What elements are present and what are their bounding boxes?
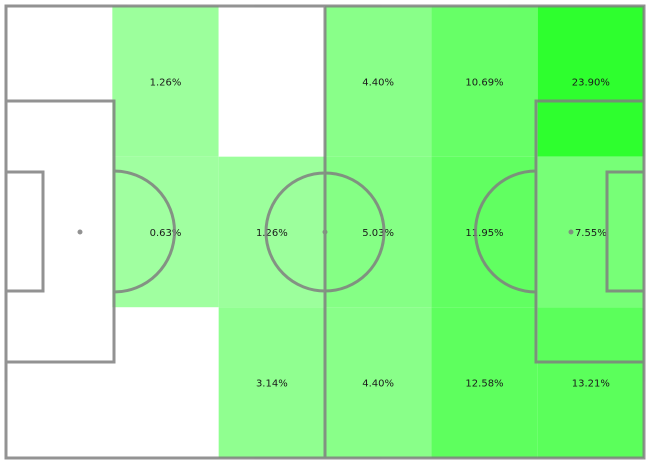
zone-cell: [537, 156, 644, 308]
zone-cell: [112, 6, 219, 157]
zone-cell: [431, 156, 538, 308]
zone-cell: [6, 307, 113, 458]
zone-cells: [6, 6, 644, 458]
zone-value-label: 0.63%: [150, 228, 182, 239]
zone-cell: [218, 156, 325, 308]
zone-cell: [112, 156, 219, 308]
zone-value-label: 4.40%: [362, 379, 394, 390]
zone-value-label: 10.69%: [465, 77, 503, 88]
zone-value-label: 4.40%: [362, 77, 394, 88]
zone-value-label: 13.21%: [572, 379, 610, 390]
centre-spot: [322, 229, 328, 235]
zone-cell: [537, 307, 644, 458]
right-goal-area: [605, 170, 646, 293]
zone-cell: [218, 307, 325, 458]
left-penalty-arc: [113, 169, 176, 294]
left-penalty-spot: [77, 229, 83, 235]
zone-value-label: 5.03%: [362, 228, 394, 239]
zone-cell: [325, 6, 432, 157]
zone-value-label: 11.95%: [465, 228, 503, 239]
zone-cell: [431, 6, 538, 157]
right-penalty-spot: [568, 229, 574, 235]
zone-value-label: 1.26%: [150, 77, 182, 88]
zone-cell: [431, 307, 538, 458]
zone-cell: [325, 156, 432, 308]
zone-cell: [537, 6, 644, 157]
zone-value-label: 7.55%: [575, 228, 607, 239]
zone-value-label: 12.58%: [465, 379, 503, 390]
pitch-markings: [4, 4, 646, 460]
zone-cell: [6, 156, 113, 308]
zone-cell: [6, 6, 113, 157]
zone-cell: [218, 6, 325, 157]
zone-value-label: 3.14%: [256, 379, 288, 390]
zone-value-label: 1.26%: [256, 228, 288, 239]
centre-circle: [264, 171, 386, 293]
zone-value-label: 23.90%: [572, 77, 610, 88]
zone-labels: 1.26% 4.40% 10.69% 23.90% 0.63% 1.26% 5.03% 11.…: [150, 77, 610, 389]
right-penalty-arc: [474, 169, 537, 294]
zone-cell: [325, 307, 432, 458]
zone-cell: [112, 307, 219, 458]
left-goal-area: [4, 170, 45, 293]
